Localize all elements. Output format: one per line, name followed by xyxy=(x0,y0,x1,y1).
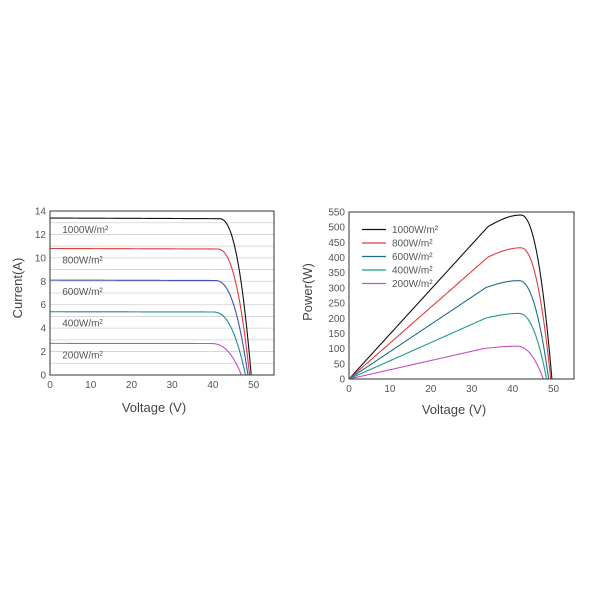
pv-legend-label: 1000W/m² xyxy=(392,225,439,236)
iv-curve-label: 400W/m² xyxy=(62,319,103,330)
pv-series-600w-m xyxy=(348,280,550,380)
iv-curve-label: 600W/m² xyxy=(62,287,103,298)
pv-legend-label: 400W/m² xyxy=(392,266,433,277)
pv-y-tick-label: 500 xyxy=(328,223,345,234)
pv-y-tick-label: 550 xyxy=(328,208,345,219)
pv-legend-label: 800W/m² xyxy=(392,239,433,250)
iv-x-axis-label: Voltage (V) xyxy=(122,400,186,415)
pv-x-tick-label: 0 xyxy=(346,384,352,395)
iv-x-tick-label: 50 xyxy=(248,380,260,391)
pv-y-tick-label: 0 xyxy=(339,375,345,386)
pv-y-tick-label: 450 xyxy=(328,238,345,249)
iv-series-800w-m xyxy=(50,247,251,376)
pv-x-axis-label: Voltage (V) xyxy=(422,402,486,417)
iv-x-tick-label: 20 xyxy=(126,380,138,391)
iv-series-1000w-m xyxy=(50,217,252,376)
pv-y-tick-label: 250 xyxy=(328,299,345,310)
pv-y-tick-label: 100 xyxy=(328,344,345,355)
pv-y-axis-label: Power(W) xyxy=(300,263,315,321)
pv-series-200w-m xyxy=(348,345,544,380)
iv-series-200w-m xyxy=(50,342,242,376)
iv-x-tick-label: 30 xyxy=(167,380,179,391)
iv-series-400w-m xyxy=(49,311,247,376)
iv-y-tick-label: 10 xyxy=(35,253,47,264)
pv-y-tick-label: 150 xyxy=(328,329,345,340)
iv-curve-label: 800W/m² xyxy=(62,255,103,266)
iv-y-tick-label: 14 xyxy=(35,207,47,218)
iv-y-tick-label: 0 xyxy=(40,371,46,382)
iv-y-tick-label: 8 xyxy=(40,277,46,288)
pv-chart: 0 50 100 150 200 250 300 350 400 450 500 550 0 10 20 3… xyxy=(300,208,575,417)
iv-curve-label: 200W/m² xyxy=(62,350,103,361)
iv-plot-frame xyxy=(49,210,275,376)
pv-y-tick-label: 50 xyxy=(334,359,346,370)
iv-y-tick-label: 12 xyxy=(35,230,47,241)
iv-x-tick-label: 0 xyxy=(47,380,53,391)
pv-plot-frame xyxy=(348,211,575,380)
iv-y-tick-label: 2 xyxy=(40,347,46,358)
pv-x-tick-label: 20 xyxy=(425,384,437,395)
iv-chart: 1000W/m² 800W/m² 600W/m² 400W/m² 200W/m² 0 2 4… xyxy=(10,207,275,415)
iv-curve-label: 1000W/m² xyxy=(62,225,109,236)
pv-legend-label: 600W/m² xyxy=(392,252,433,263)
pv-legend-label: 200W/m² xyxy=(392,279,433,290)
pv-x-tick-label: 40 xyxy=(507,384,519,395)
iv-series-600w-m xyxy=(49,279,249,376)
iv-y-axis-label: Current(A) xyxy=(10,258,25,319)
pv-series-400w-m xyxy=(348,312,548,380)
iv-x-tick-label: 10 xyxy=(85,380,97,391)
iv-x-tick-label: 40 xyxy=(207,380,219,391)
pv-x-tick-label: 50 xyxy=(548,384,560,395)
pv-y-tick-label: 400 xyxy=(328,253,345,264)
pv-series-1000w-m xyxy=(348,214,553,380)
pv-y-tick-label: 350 xyxy=(328,268,345,279)
iv-y-tick-label: 6 xyxy=(40,300,46,311)
pv-x-tick-label: 30 xyxy=(466,384,478,395)
pv-y-tick-label: 300 xyxy=(328,283,345,294)
iv-y-tick-label: 4 xyxy=(40,324,46,335)
pv-series-800w-m xyxy=(348,247,552,380)
pv-x-tick-label: 10 xyxy=(384,384,396,395)
pv-y-tick-label: 200 xyxy=(328,314,345,325)
